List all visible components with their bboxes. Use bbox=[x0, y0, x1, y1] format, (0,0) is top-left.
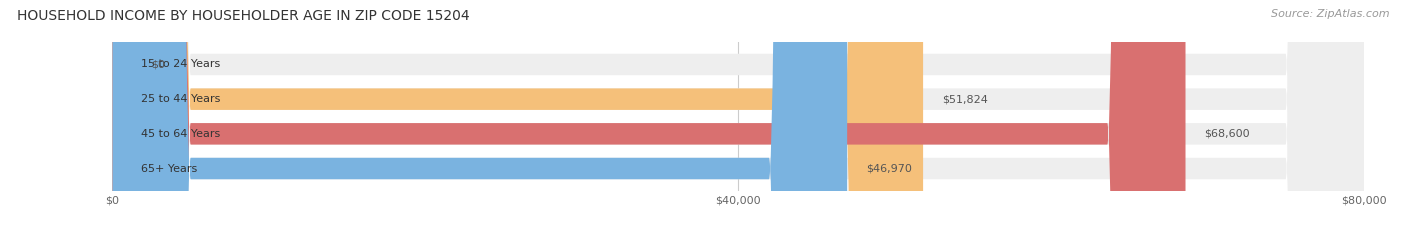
Text: $0: $0 bbox=[152, 59, 166, 69]
Text: $51,824: $51,824 bbox=[942, 94, 988, 104]
FancyBboxPatch shape bbox=[112, 0, 1364, 233]
Text: Source: ZipAtlas.com: Source: ZipAtlas.com bbox=[1271, 9, 1389, 19]
Text: 45 to 64 Years: 45 to 64 Years bbox=[141, 129, 219, 139]
Text: HOUSEHOLD INCOME BY HOUSEHOLDER AGE IN ZIP CODE 15204: HOUSEHOLD INCOME BY HOUSEHOLDER AGE IN Z… bbox=[17, 9, 470, 23]
Text: $46,970: $46,970 bbox=[866, 164, 912, 174]
Text: $68,600: $68,600 bbox=[1205, 129, 1250, 139]
FancyBboxPatch shape bbox=[112, 0, 924, 233]
FancyBboxPatch shape bbox=[112, 0, 1364, 233]
Text: 65+ Years: 65+ Years bbox=[141, 164, 197, 174]
Text: 15 to 24 Years: 15 to 24 Years bbox=[141, 59, 219, 69]
Text: 25 to 44 Years: 25 to 44 Years bbox=[141, 94, 219, 104]
FancyBboxPatch shape bbox=[112, 0, 1364, 233]
FancyBboxPatch shape bbox=[112, 0, 1185, 233]
FancyBboxPatch shape bbox=[112, 0, 848, 233]
FancyBboxPatch shape bbox=[112, 0, 1364, 233]
